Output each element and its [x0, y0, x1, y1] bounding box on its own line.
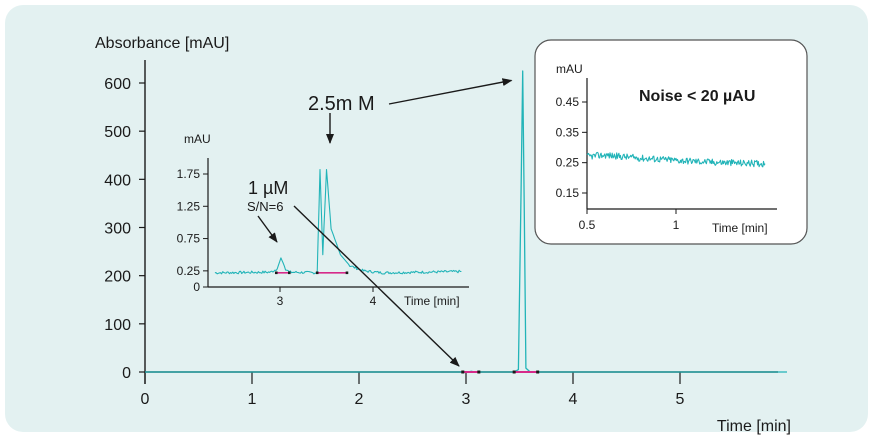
inset-right-y-tick-label: 0.15: [556, 186, 580, 200]
y-axis-label: Absorbance [mAU]: [95, 35, 229, 52]
main-chart: 0 100 200 300 400 500 600 0 1 2 3 4 5 Absorbance [mAU…: [95, 35, 791, 435]
integration-marker: [536, 370, 540, 374]
x-tick-label: 2: [355, 391, 364, 408]
inset-right-frame: [534, 39, 808, 245]
x-tick-label: 3: [462, 391, 471, 408]
arrow-2-5mm-main: [388, 78, 513, 105]
x-tick-label: 5: [676, 391, 685, 408]
inset-left-x-tick-label: 4: [370, 294, 377, 308]
inset-right-y-tick-label: 0.25: [556, 156, 580, 170]
inset-left-y-label: mAU: [184, 132, 211, 146]
inset-right-y-tick-label: 0.45: [556, 95, 580, 109]
arrow-1um-inset: [257, 215, 278, 243]
inset-left-marker: [288, 271, 291, 275]
annotation-arrows: [257, 78, 513, 367]
annotation-1um: 1 µM: [248, 178, 288, 198]
inset-left-marker: [345, 271, 349, 275]
integration-marker: [512, 370, 516, 374]
inset-right-x-tick-label: 1: [673, 218, 680, 232]
inset-right-chart: 0.15 0.25 0.35 0.45 0.5 1 mAU Time [min] Noise <…: [534, 39, 808, 245]
inset-left-x-tick-label: 3: [277, 294, 284, 308]
y-tick-label: 400: [104, 172, 131, 189]
y-tick-label: 600: [104, 76, 131, 93]
inset-left-chart: 0 0.25 0.75 1.25 1.75 3 4 mAU Time [min] 1 µMS/N=…: [177, 132, 469, 308]
annotation-2-5mm: 2.5m M: [308, 93, 375, 115]
inset-left-y-tick-label: 0: [193, 280, 200, 294]
y-tick-label: 500: [104, 124, 131, 141]
y-tick-label: 300: [104, 221, 131, 238]
inset-left-y-tick-label: 0.25: [177, 264, 201, 278]
x-tick-label: 1: [248, 391, 257, 408]
inset-left-y-tick-label: 1.75: [177, 167, 201, 181]
integration-marker: [461, 370, 465, 374]
x-axis-label: Time [min]: [717, 418, 791, 435]
inset-right-y-label: mAU: [556, 62, 583, 76]
inset-right-x-label: Time [min]: [712, 221, 768, 235]
inset-left-x-label: Time [min]: [404, 294, 460, 308]
inset-left-marker: [274, 271, 278, 275]
integration-marker: [477, 370, 481, 374]
x-tick-label: 0: [141, 391, 150, 408]
inset-left-y-tick-label: 1.25: [177, 199, 201, 213]
inset-right-x-tick-label: 0.5: [579, 218, 596, 232]
inset-right-title: Noise < 20 µAU: [639, 88, 755, 105]
y-tick-label: 0: [122, 365, 131, 382]
y-tick-label: 200: [104, 269, 131, 286]
y-tick-label: 100: [104, 317, 131, 334]
arrow-1um-main: [293, 205, 460, 367]
inset-left-y-tick-label: 0.75: [177, 232, 201, 246]
x-tick-label: 4: [569, 391, 578, 408]
annotation-signal-to-noise: S/N=6: [247, 199, 284, 214]
inset-left-marker: [315, 271, 319, 275]
inset-right-y-tick-label: 0.35: [556, 125, 580, 139]
inset-right-trace: [586, 151, 766, 168]
